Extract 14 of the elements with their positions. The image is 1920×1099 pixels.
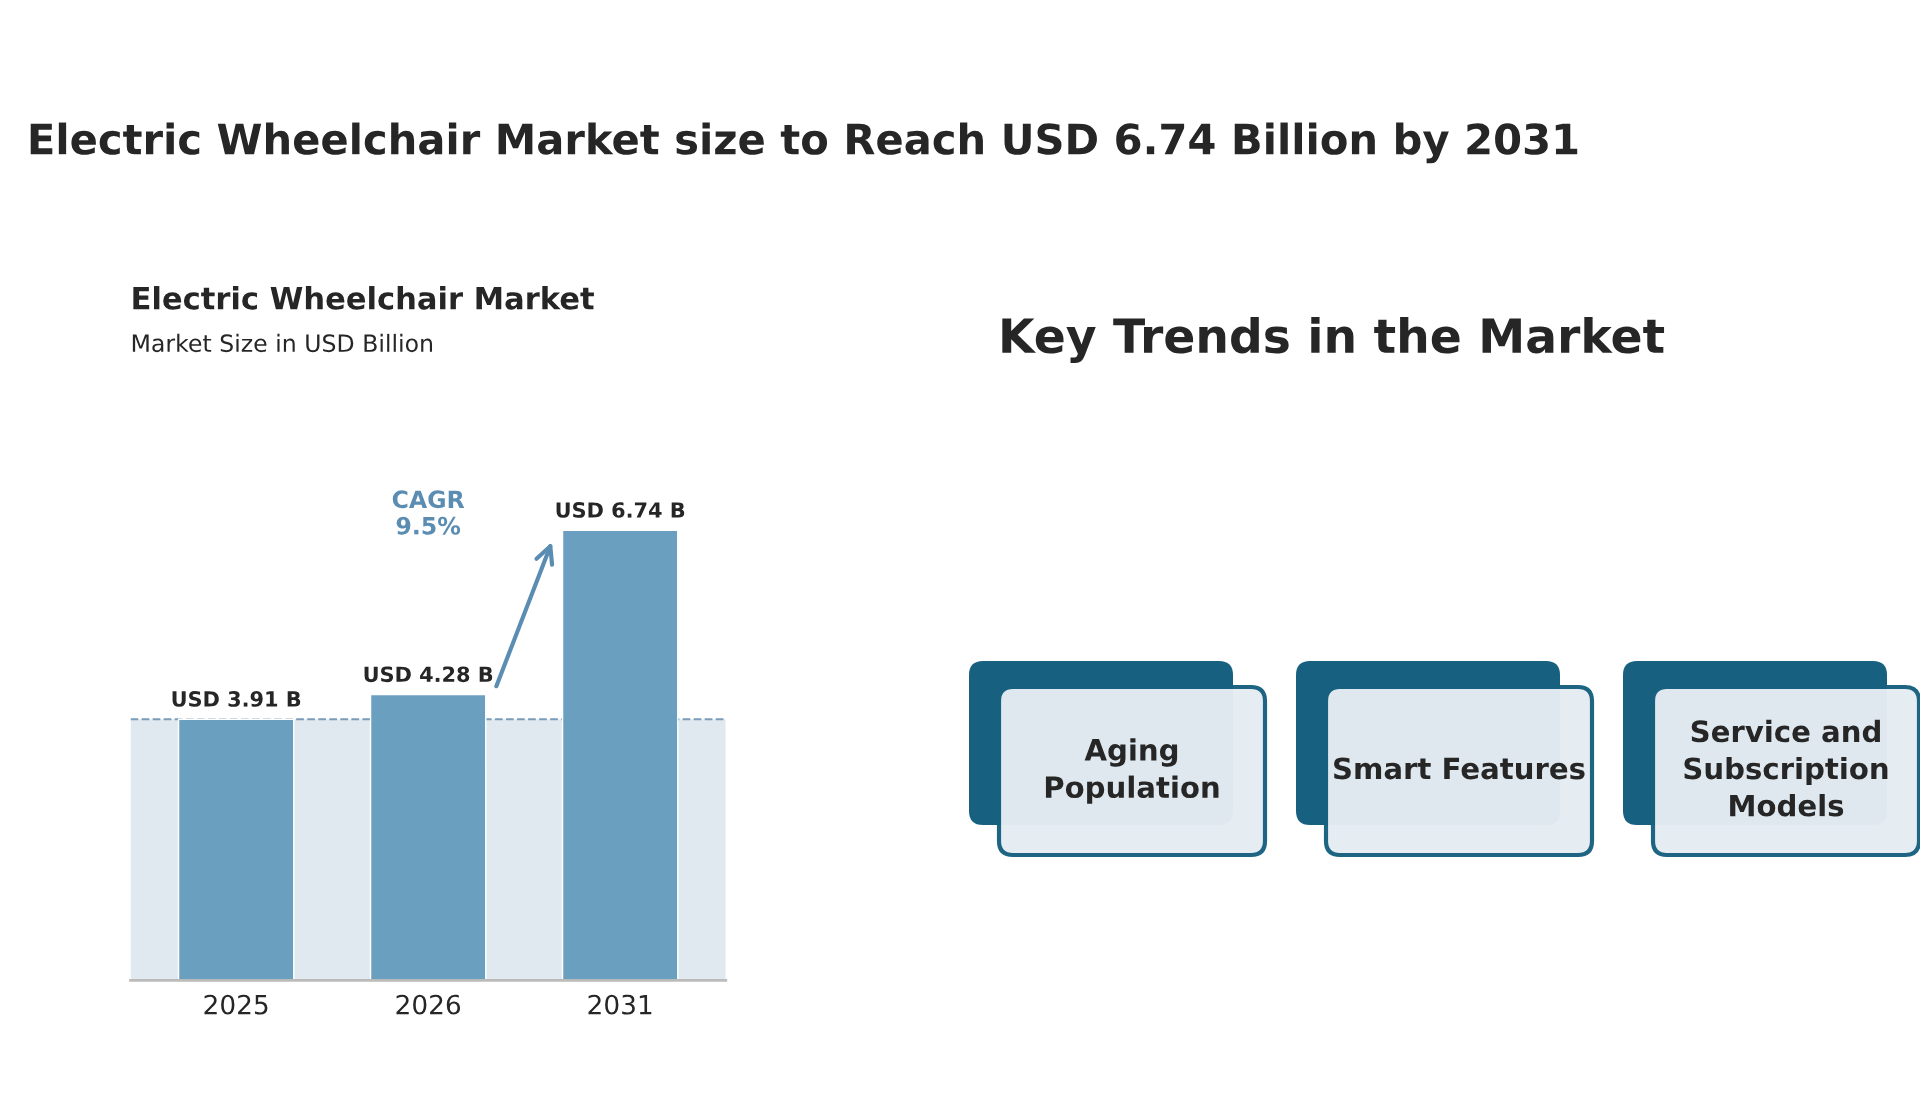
x-tick-label: 2026 [396,994,461,1015]
text: Key Trends in the Market [1002,316,1665,364]
x-tick-label: 2031 [588,994,652,1015]
chart-subtitle: Market Size in USD Billion [132,333,433,353]
data-label: USD 4.28 B [364,666,493,683]
text: Aging Population [1045,738,1219,804]
text: Smart Features [1334,757,1585,780]
x-tick-label: 2025 [204,994,268,1015]
chart-title: Electric Wheelchair Market [133,286,594,310]
text: Electric Wheelchair Market size to Reach USD 6.74 Billion by 2031 [30,122,1578,164]
annotation: CAGR 9.5% [392,490,465,535]
data-label: USD 6.74 B [556,502,685,518]
text: Service and Subscription Models [1684,719,1888,817]
data-label: USD 3.91 B [172,691,301,707]
